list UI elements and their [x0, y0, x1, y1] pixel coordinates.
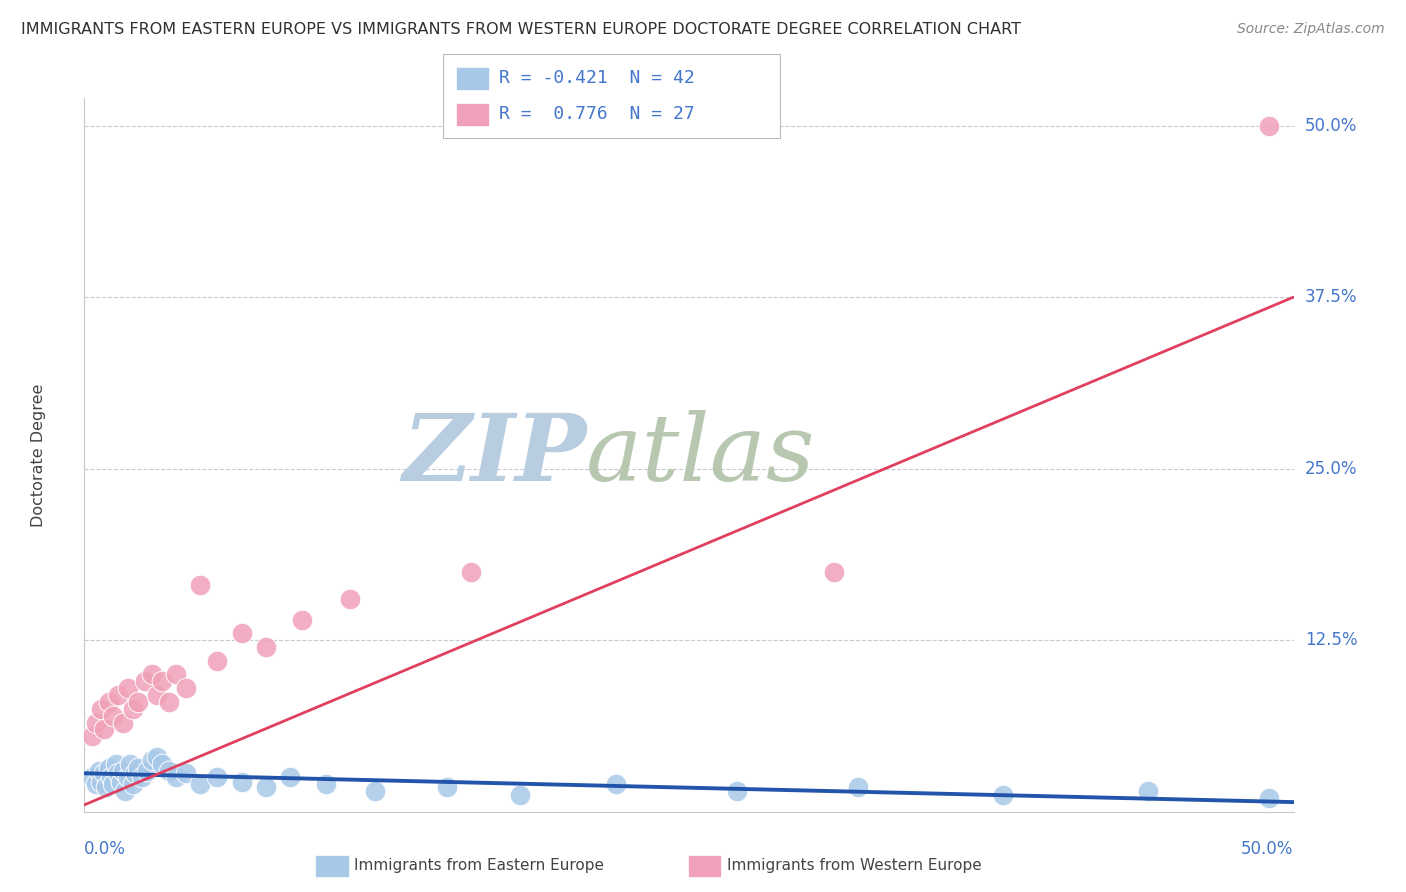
Point — [174, 766, 197, 780]
Point — [278, 771, 301, 785]
Point — [846, 780, 869, 794]
Point — [157, 764, 180, 778]
Point — [90, 702, 112, 716]
Point — [157, 695, 180, 709]
Point — [100, 771, 122, 785]
Point — [207, 771, 229, 785]
Point — [103, 777, 125, 791]
Point — [127, 695, 149, 709]
Point — [254, 640, 277, 654]
Point — [605, 777, 627, 791]
Point — [121, 777, 143, 791]
Point — [121, 702, 143, 716]
Text: Immigrants from Western Europe: Immigrants from Western Europe — [727, 858, 981, 872]
Point — [80, 771, 103, 785]
Point — [174, 681, 197, 696]
Point — [103, 708, 125, 723]
Point — [339, 592, 361, 607]
Point — [134, 674, 156, 689]
Point — [117, 681, 139, 696]
Point — [190, 578, 212, 592]
Point — [97, 761, 120, 775]
Point — [231, 626, 253, 640]
Point — [460, 565, 482, 579]
Point — [150, 674, 173, 689]
Point — [141, 667, 163, 681]
Point — [823, 565, 845, 579]
Point — [87, 764, 110, 778]
Text: 50.0%: 50.0% — [1241, 840, 1294, 858]
Point — [315, 777, 337, 791]
Point — [725, 784, 748, 798]
Text: 0.0%: 0.0% — [84, 840, 127, 858]
Point — [141, 753, 163, 767]
Point — [107, 766, 129, 780]
Point — [1137, 784, 1160, 798]
Point — [90, 774, 112, 789]
Point — [112, 764, 135, 778]
Text: atlas: atlas — [586, 410, 815, 500]
Point — [127, 761, 149, 775]
Point — [1258, 119, 1281, 133]
Point — [231, 774, 253, 789]
Point — [436, 780, 458, 794]
Point — [291, 613, 314, 627]
Point — [114, 784, 136, 798]
Point — [86, 715, 108, 730]
Text: ZIP: ZIP — [402, 410, 586, 500]
Point — [993, 789, 1015, 803]
Text: Doctorate Degree: Doctorate Degree — [31, 384, 46, 526]
Text: R =  0.776  N = 27: R = 0.776 N = 27 — [499, 105, 695, 123]
Point — [124, 766, 146, 780]
Point — [254, 780, 277, 794]
Text: 25.0%: 25.0% — [1305, 459, 1357, 477]
Point — [80, 729, 103, 743]
Point — [146, 688, 169, 702]
Text: Source: ZipAtlas.com: Source: ZipAtlas.com — [1237, 22, 1385, 37]
Point — [146, 749, 169, 764]
Point — [97, 695, 120, 709]
Point — [112, 715, 135, 730]
Point — [1258, 791, 1281, 805]
Text: Immigrants from Eastern Europe: Immigrants from Eastern Europe — [354, 858, 605, 872]
Text: 12.5%: 12.5% — [1305, 632, 1357, 649]
Point — [190, 777, 212, 791]
Point — [86, 777, 108, 791]
Text: 50.0%: 50.0% — [1305, 117, 1357, 135]
Point — [107, 688, 129, 702]
Point — [207, 654, 229, 668]
Point — [93, 766, 115, 780]
Text: IMMIGRANTS FROM EASTERN EUROPE VS IMMIGRANTS FROM WESTERN EUROPE DOCTORATE DEGRE: IMMIGRANTS FROM EASTERN EUROPE VS IMMIGR… — [21, 22, 1021, 37]
Point — [509, 789, 531, 803]
Point — [120, 756, 142, 771]
Point — [131, 771, 153, 785]
Point — [93, 723, 115, 737]
Point — [150, 756, 173, 771]
Point — [165, 771, 187, 785]
Point — [165, 667, 187, 681]
Point — [117, 771, 139, 785]
Point — [110, 774, 132, 789]
Text: 37.5%: 37.5% — [1305, 288, 1357, 306]
Point — [94, 780, 117, 794]
Point — [363, 784, 385, 798]
Point — [136, 764, 159, 778]
Text: R = -0.421  N = 42: R = -0.421 N = 42 — [499, 70, 695, 87]
Point — [104, 756, 127, 771]
